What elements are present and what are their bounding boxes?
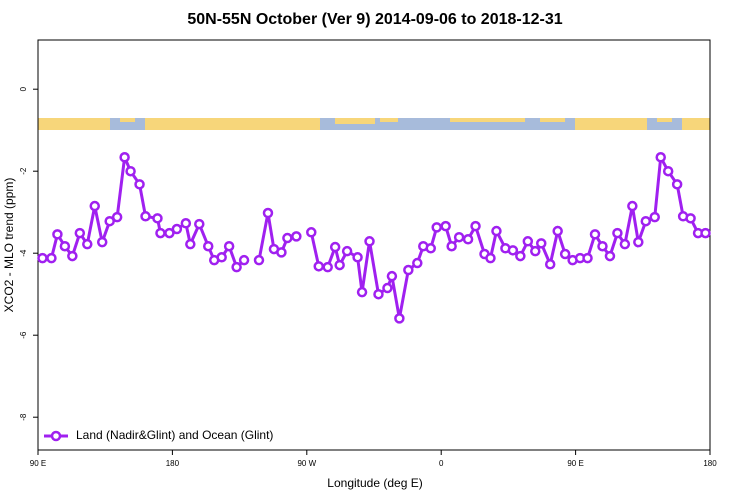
y-tick-label: -6	[19, 331, 28, 339]
data-point	[364, 236, 375, 247]
data-point	[633, 236, 644, 248]
data-point	[74, 227, 86, 239]
data-point	[522, 236, 534, 247]
x-tick-label: 0	[439, 459, 444, 468]
data-point	[231, 261, 242, 273]
data-point	[403, 264, 414, 276]
data-point	[164, 227, 175, 239]
data-point	[412, 257, 423, 269]
legend-label: Land (Nadir&Glint) and Ocean (Glint)	[76, 428, 273, 442]
x-tick-label: 90 E	[30, 459, 46, 468]
data-point	[96, 236, 108, 248]
data-point	[373, 288, 384, 300]
data-point	[82, 238, 93, 250]
data-point	[223, 240, 235, 252]
data-point	[597, 240, 608, 252]
data-point	[46, 252, 57, 264]
data-point	[356, 286, 368, 298]
legend-marker	[50, 430, 62, 442]
data-point	[282, 232, 293, 244]
data-point	[329, 241, 341, 253]
data-point	[582, 252, 593, 264]
data-point	[306, 227, 317, 238]
land-ocean-band	[38, 118, 710, 130]
data-point	[462, 234, 474, 245]
x-tick-label: 180	[166, 459, 180, 468]
data-point	[544, 259, 556, 270]
data-point	[111, 211, 123, 223]
data-point	[640, 215, 652, 227]
data-point	[89, 200, 100, 212]
data-point	[612, 227, 623, 239]
data-point	[470, 220, 481, 232]
data-point	[185, 238, 196, 250]
y-tick-label: -4	[19, 249, 28, 257]
data-point	[59, 240, 71, 252]
data-point	[446, 240, 457, 252]
data-point	[559, 248, 571, 260]
data-point	[37, 252, 48, 264]
data-point	[662, 165, 674, 177]
data-point	[604, 250, 616, 262]
data-point	[313, 261, 324, 272]
data-point	[386, 270, 398, 282]
data-point	[515, 250, 526, 262]
data-point	[341, 245, 353, 257]
y-tick-label: 0	[19, 86, 28, 91]
y-axis-label: XCO2 - MLO trend (ppm)	[2, 178, 16, 313]
data-point	[485, 252, 496, 264]
data-point	[530, 245, 541, 257]
data-point	[649, 211, 660, 223]
data-point	[334, 259, 345, 271]
data-point	[536, 238, 547, 249]
data-point	[700, 227, 711, 239]
data-point	[440, 220, 451, 232]
data-point	[382, 282, 393, 294]
data-point	[425, 243, 436, 254]
data-point	[291, 231, 302, 242]
chart-title: 50N-55N October (Ver 9) 2014-09-06 to 20…	[187, 11, 562, 28]
data-point	[119, 152, 130, 163]
data-point	[552, 225, 563, 237]
data-point	[491, 225, 502, 237]
data-point	[171, 223, 183, 235]
data-point	[140, 211, 151, 222]
y-tick-label: -8	[19, 413, 28, 421]
x-tick-label: 90 W	[297, 459, 316, 468]
data-point	[352, 252, 363, 263]
data-point	[589, 229, 601, 240]
data-point	[507, 245, 519, 256]
data-point	[155, 227, 166, 239]
data-point	[394, 313, 405, 324]
data-point	[453, 231, 465, 243]
data-point	[202, 240, 214, 252]
y-tick-label: -2	[19, 167, 28, 175]
data-point	[216, 252, 227, 263]
data-point	[125, 165, 136, 177]
data-point	[253, 254, 265, 266]
data-point	[671, 179, 683, 190]
data-point	[104, 215, 115, 227]
data-point	[134, 179, 145, 190]
data-point	[322, 261, 333, 273]
data-point	[276, 247, 287, 258]
data-point	[655, 152, 666, 163]
data-point	[619, 238, 631, 250]
data-point	[67, 250, 78, 262]
data-point	[238, 254, 250, 266]
series-line	[42, 151, 246, 270]
data-point	[262, 207, 274, 219]
data-point	[627, 200, 638, 212]
x-tick-label: 180	[703, 459, 717, 468]
data-point	[194, 218, 205, 230]
plot-frame	[37, 39, 711, 451]
x-axis-label: Longitude (deg E)	[327, 476, 422, 490]
data-point	[180, 218, 192, 229]
x-tick-label: 90 E	[567, 459, 583, 468]
data-point	[152, 213, 163, 224]
data-point	[52, 229, 63, 240]
data-point	[685, 213, 696, 224]
data-point	[431, 222, 442, 233]
